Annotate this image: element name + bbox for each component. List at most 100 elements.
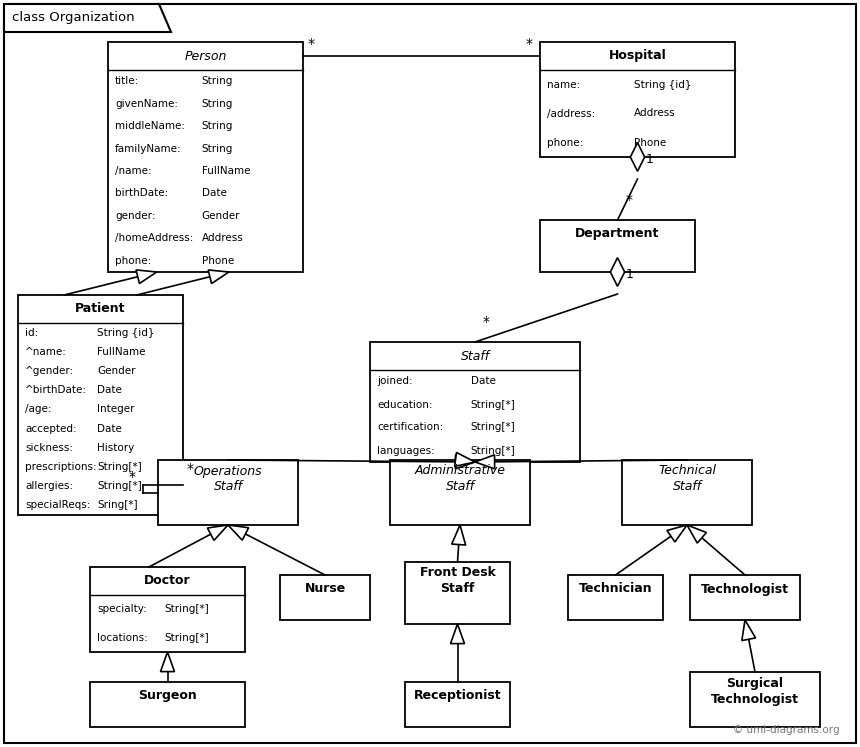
Text: Nurse: Nurse xyxy=(304,583,346,595)
Text: Phone: Phone xyxy=(634,137,666,147)
Text: /name:: /name: xyxy=(115,166,151,176)
Text: specialReqs:: specialReqs: xyxy=(25,500,90,510)
Text: /age:: /age: xyxy=(25,404,52,415)
Polygon shape xyxy=(687,525,706,543)
Text: /homeAddress:: /homeAddress: xyxy=(115,233,194,244)
Text: Sring[*]: Sring[*] xyxy=(97,500,138,510)
Text: Gender: Gender xyxy=(201,211,240,221)
Bar xyxy=(690,672,820,727)
Text: 1: 1 xyxy=(646,153,654,166)
Polygon shape xyxy=(4,4,171,32)
Text: locations:: locations: xyxy=(97,633,148,642)
Bar xyxy=(405,682,510,727)
Text: ^gender:: ^gender: xyxy=(25,366,74,376)
Text: History: History xyxy=(97,443,134,453)
Polygon shape xyxy=(666,525,687,542)
Text: title:: title: xyxy=(115,76,139,86)
Text: birthDate:: birthDate: xyxy=(115,188,169,199)
Text: familyName:: familyName: xyxy=(115,143,181,154)
Text: String: String xyxy=(201,99,233,108)
Bar xyxy=(90,567,245,652)
Text: class Organization: class Organization xyxy=(12,11,135,25)
Bar xyxy=(18,295,183,515)
Polygon shape xyxy=(611,258,624,286)
Bar xyxy=(370,342,580,462)
Polygon shape xyxy=(208,270,229,284)
Text: String[*]: String[*] xyxy=(164,633,209,642)
Text: sickness:: sickness: xyxy=(25,443,73,453)
Text: /address:: /address: xyxy=(547,108,595,119)
Text: Patient: Patient xyxy=(76,303,126,315)
Bar xyxy=(690,575,800,620)
Text: String: String xyxy=(201,121,233,131)
Bar xyxy=(158,460,298,525)
Text: Phone: Phone xyxy=(201,255,234,266)
Text: *: * xyxy=(625,193,632,207)
Text: Surgeon: Surgeon xyxy=(138,689,197,702)
Text: Front Desk
Staff: Front Desk Staff xyxy=(420,566,495,595)
Text: FullName: FullName xyxy=(201,166,250,176)
Text: specialty:: specialty: xyxy=(97,604,147,614)
Text: String: String xyxy=(201,143,233,154)
Bar xyxy=(280,575,370,620)
Text: Department: Department xyxy=(575,228,660,241)
Text: Receptionist: Receptionist xyxy=(414,689,501,702)
Text: String[*]: String[*] xyxy=(164,604,209,614)
Bar xyxy=(540,220,695,272)
Text: Technical
Staff: Technical Staff xyxy=(658,465,716,494)
Text: Operations
Staff: Operations Staff xyxy=(194,465,262,494)
Bar xyxy=(540,42,735,157)
Text: *: * xyxy=(187,462,194,476)
Text: *: * xyxy=(308,37,315,51)
Text: ^birthDate:: ^birthDate: xyxy=(25,385,87,395)
Text: Address: Address xyxy=(201,233,243,244)
Polygon shape xyxy=(742,620,756,641)
Polygon shape xyxy=(630,143,645,171)
Text: name:: name: xyxy=(547,79,581,90)
Text: Person: Person xyxy=(184,49,227,63)
Text: Hospital: Hospital xyxy=(609,49,666,63)
Text: Doctor: Doctor xyxy=(144,574,191,587)
Text: phone:: phone: xyxy=(547,137,583,147)
Polygon shape xyxy=(136,270,157,284)
Text: ^name:: ^name: xyxy=(25,347,67,357)
Bar xyxy=(108,42,303,272)
Text: String[*]: String[*] xyxy=(97,462,142,472)
Text: Gender: Gender xyxy=(97,366,136,376)
Text: *: * xyxy=(129,470,136,483)
Text: Administrative
Staff: Administrative Staff xyxy=(415,465,506,494)
Text: languages:: languages: xyxy=(377,445,435,456)
Polygon shape xyxy=(455,455,475,469)
Text: String[*]: String[*] xyxy=(97,481,142,492)
Text: String: String xyxy=(201,76,233,86)
Bar xyxy=(90,682,245,727)
Text: *: * xyxy=(526,37,533,51)
Bar xyxy=(390,460,530,525)
Text: middleName:: middleName: xyxy=(115,121,185,131)
Text: accepted:: accepted: xyxy=(25,424,77,433)
Text: id:: id: xyxy=(25,328,38,338)
Polygon shape xyxy=(228,525,249,540)
Text: education:: education: xyxy=(377,400,433,409)
Text: Date: Date xyxy=(97,385,122,395)
Text: String[*]: String[*] xyxy=(470,400,515,409)
Text: *: * xyxy=(483,315,490,329)
Polygon shape xyxy=(161,652,175,672)
Text: Technologist: Technologist xyxy=(701,583,789,595)
Polygon shape xyxy=(452,525,465,545)
Text: Date: Date xyxy=(201,188,226,199)
Text: String[*]: String[*] xyxy=(470,445,515,456)
Bar xyxy=(622,460,752,525)
Text: Staff: Staff xyxy=(460,350,489,362)
Text: gender:: gender: xyxy=(115,211,156,221)
Text: certification:: certification: xyxy=(377,423,443,433)
Text: © uml-diagrams.org: © uml-diagrams.org xyxy=(734,725,840,735)
Polygon shape xyxy=(475,455,494,469)
Text: 1: 1 xyxy=(625,268,633,281)
Text: Technician: Technician xyxy=(579,583,653,595)
Polygon shape xyxy=(455,453,475,466)
Text: Address: Address xyxy=(634,108,675,119)
Bar xyxy=(568,575,663,620)
Text: prescriptions:: prescriptions: xyxy=(25,462,96,472)
Text: givenName:: givenName: xyxy=(115,99,178,108)
